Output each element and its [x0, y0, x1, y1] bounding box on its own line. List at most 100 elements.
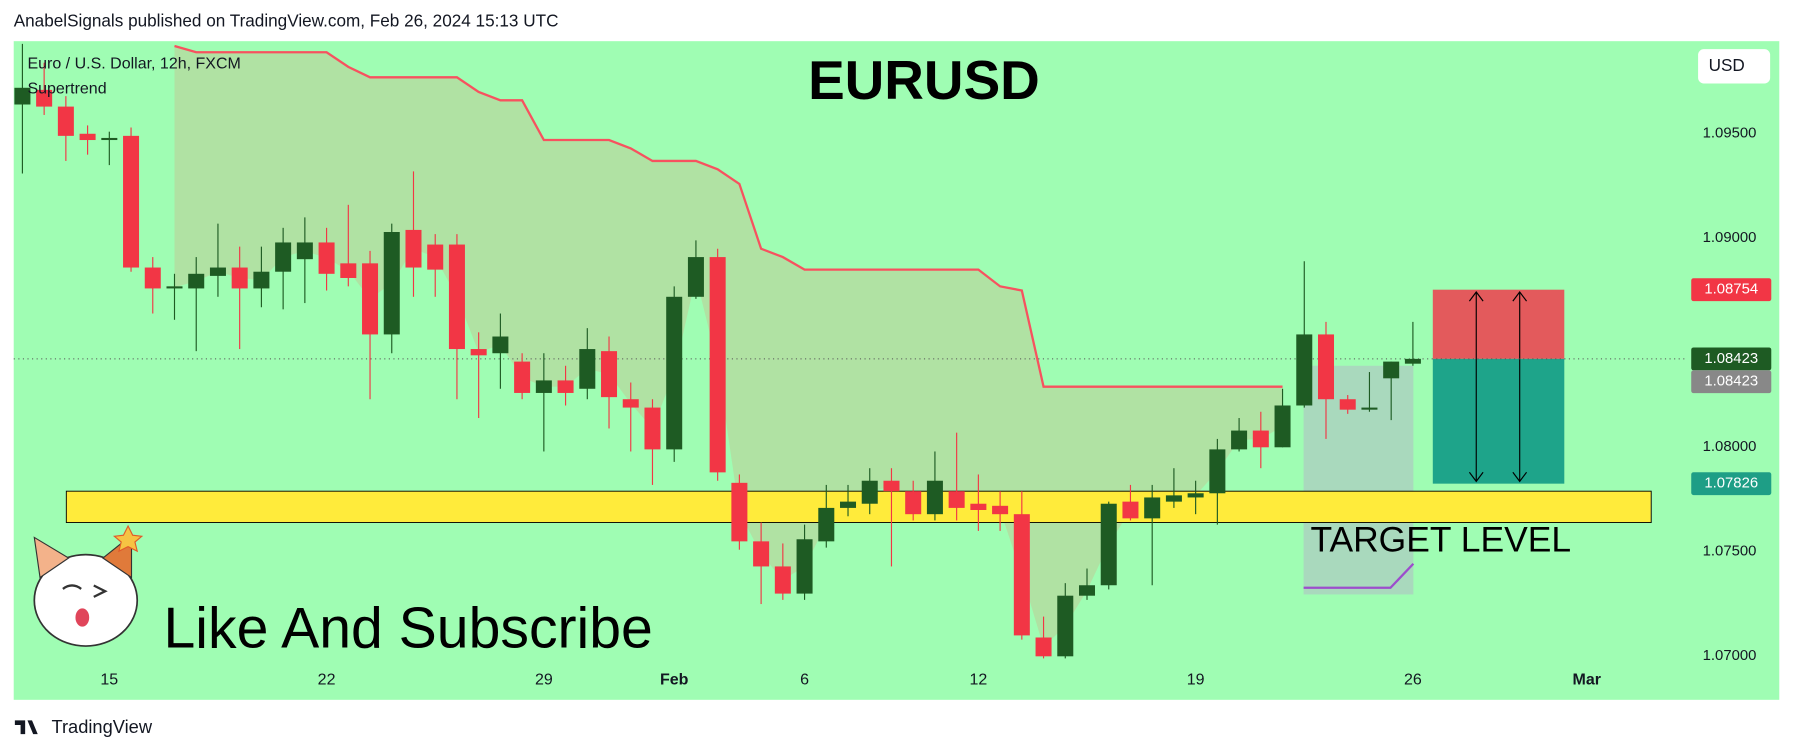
candle-body: [883, 480, 900, 492]
candle-body: [1035, 637, 1052, 657]
stop-box: [1432, 289, 1565, 359]
candle-body: [448, 244, 465, 350]
x-tick-label: 19: [1187, 672, 1205, 689]
candle-body: [1231, 430, 1248, 450]
x-tick-label: Feb: [660, 672, 689, 689]
y-tick-label: 1.09000: [1703, 230, 1757, 246]
candle-body: [1057, 595, 1074, 657]
last-price-label-box: [1691, 347, 1772, 371]
candle-body: [1383, 361, 1400, 379]
candle-body: [405, 229, 422, 268]
x-tick-label: 12: [969, 672, 987, 689]
candle-body: [687, 257, 704, 297]
footer: TradingView: [51, 716, 152, 737]
candle-body: [470, 349, 487, 356]
x-tick-label: 15: [100, 672, 118, 689]
candle-body: [362, 263, 379, 335]
plot: 1.09500 1.09000 1.08000 1.07500 1.07000 15 22 2…: [13, 43, 1772, 689]
candle-body: [1404, 358, 1421, 364]
candle-body: [796, 539, 813, 594]
arrow-head: [1512, 291, 1528, 302]
footer-logo: [14, 720, 38, 735]
candle-body: [209, 267, 226, 276]
candle-body: [427, 244, 444, 270]
candle-body: [557, 380, 574, 393]
annotation: Like And Subscribe: [164, 596, 653, 660]
candle-body: [1296, 334, 1313, 406]
target-box: [1432, 358, 1565, 484]
candle-body: [123, 135, 140, 268]
target-label-box: [1691, 472, 1772, 496]
annotation: TARGET LEVEL: [1310, 519, 1571, 559]
y-tick-label: 1.07500: [1703, 544, 1757, 560]
candle-body: [57, 106, 74, 136]
currency-label[interactable]: USD: [1709, 55, 1745, 75]
indicator-legend: Supertrend: [27, 80, 106, 97]
candle-body: [36, 89, 53, 107]
arrow-head: [1468, 471, 1484, 483]
x-tick-label: 6: [800, 672, 809, 689]
candle-body: [579, 349, 596, 389]
y-tick-label: 1.08000: [1703, 439, 1757, 455]
candle-body: [774, 566, 791, 594]
candle-body: [709, 257, 726, 473]
candle-body: [1252, 430, 1269, 448]
candle-body: [1079, 585, 1096, 596]
candle-body: [731, 482, 748, 542]
candle-body: [666, 296, 683, 450]
candle-body: [1013, 514, 1030, 636]
y-tick-label: 1.09500: [1703, 126, 1757, 142]
candle-body: [318, 242, 335, 274]
entry-label-box: [1691, 370, 1772, 394]
supertrend-line: [174, 44, 1283, 388]
candle-body: [383, 232, 400, 335]
candle-body: [905, 491, 922, 515]
candle-body: [1209, 449, 1226, 494]
candle-body: [340, 263, 357, 278]
candle-body: [514, 361, 531, 393]
candle-body: [144, 267, 161, 289]
candle-body: [861, 480, 878, 504]
drawing-line: [1303, 562, 1415, 589]
uptrend-shade: [1303, 365, 1414, 595]
x-tick-label: Mar: [1572, 672, 1600, 689]
mascot: [33, 524, 144, 647]
candle-body: [101, 137, 118, 141]
candle-body: [644, 407, 661, 450]
y-tick-label: 1.07000: [1703, 648, 1757, 664]
symbol-legend: Euro / U.S. Dollar, 12h, FXCM: [27, 55, 240, 72]
candle-body: [1122, 501, 1139, 519]
candle-body: [992, 505, 1009, 515]
candle-body: [1144, 497, 1161, 519]
candle-body: [1274, 405, 1291, 448]
candle-body: [275, 242, 292, 272]
x-tick-label: 29: [535, 672, 553, 689]
candle-body: [14, 87, 31, 105]
header: AnabelSignals published on TradingView.c…: [14, 10, 559, 30]
candle-body: [231, 267, 248, 289]
stop-label: 1.08754: [1704, 282, 1758, 298]
candle-body: [622, 399, 639, 408]
candle-body: [1339, 399, 1356, 410]
candle-body: [79, 133, 96, 141]
candle-body: [601, 351, 618, 398]
arrow-head: [1468, 291, 1484, 302]
entry-label: 1.08423: [1704, 374, 1758, 390]
currency-button[interactable]: [1698, 49, 1771, 84]
candle-body: [948, 491, 965, 508]
support-zone: [65, 490, 1652, 523]
candle-body: [970, 503, 987, 510]
chart-title: EURUSD: [808, 49, 1040, 111]
candle-body: [492, 336, 509, 354]
candle-body: [535, 380, 552, 393]
candle-body: [253, 271, 270, 289]
x-tick-label: 26: [1404, 672, 1422, 689]
candle-body: [818, 507, 835, 542]
last-price-label: 1.08423: [1704, 351, 1758, 367]
candle-body: [926, 480, 943, 515]
candle-body: [1100, 503, 1117, 586]
candle-body: [296, 242, 313, 260]
stop-label-box: [1691, 278, 1772, 302]
candle-body: [188, 273, 205, 289]
